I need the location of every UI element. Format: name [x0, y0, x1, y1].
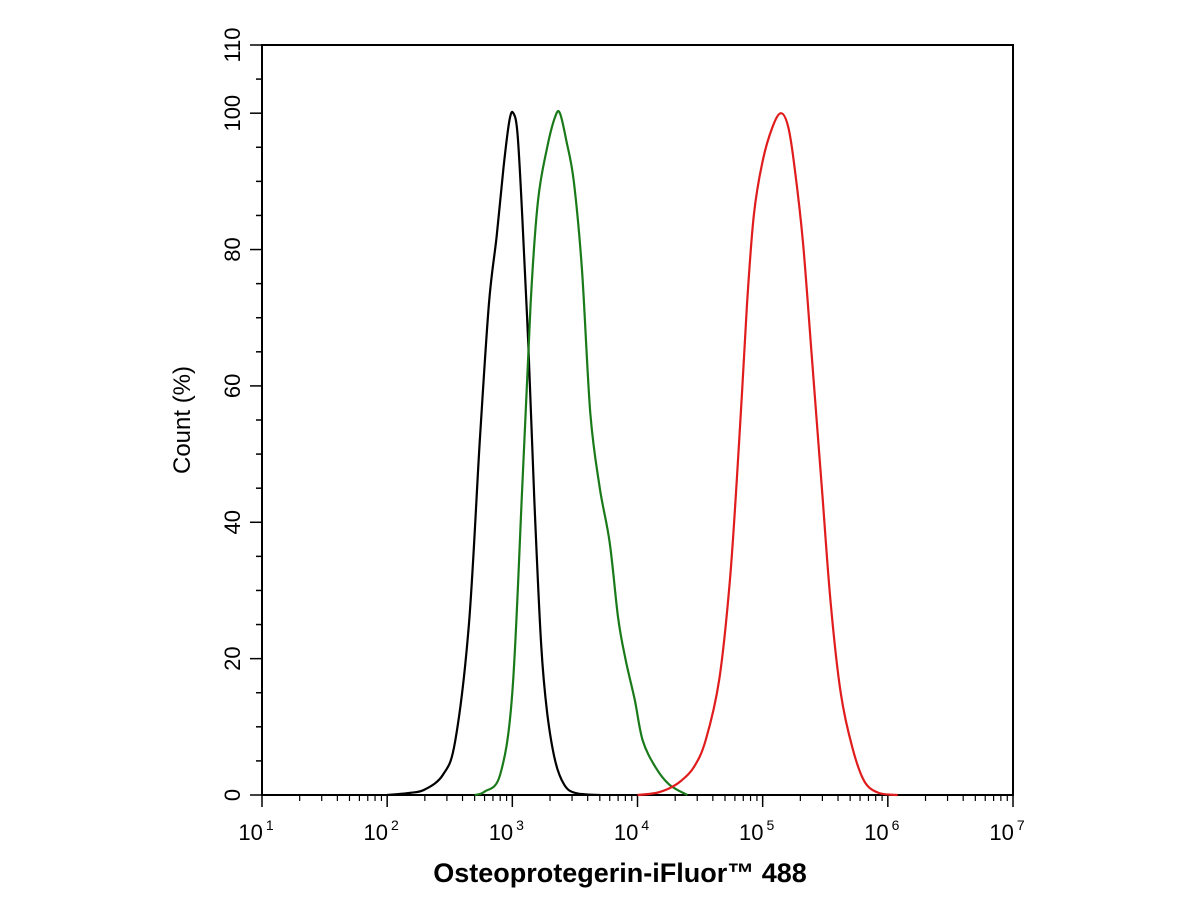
- y-tick-label: 40: [220, 510, 245, 534]
- x-axis-title: Osteoprotegerin-iFluor™ 488: [433, 858, 807, 888]
- y-tick-label: 110: [220, 27, 245, 62]
- series-layer: [387, 109, 898, 797]
- y-tick-label: 20: [220, 646, 245, 670]
- y-tick-label: 100: [220, 95, 245, 132]
- x-tick-label: 10 3: [489, 817, 524, 845]
- y-axis-title: Count (%): [169, 366, 196, 474]
- series-line-1: [387, 110, 600, 797]
- y-axis: 0 20 40 60 80 100 110: [220, 27, 262, 801]
- x-tick-label: 10 5: [739, 817, 774, 845]
- x-axis: 10 1 10 2 10 3 10 4 10 5 10 6 10 7: [238, 795, 1025, 845]
- x-tick-label: 10 1: [238, 817, 273, 845]
- y-tick-label: 0: [220, 789, 245, 801]
- y-tick-label: 60: [220, 374, 245, 398]
- x-tick-label: 10 4: [614, 817, 649, 845]
- x-tick-label: 10 7: [989, 817, 1024, 845]
- x-tick-label: 10 6: [864, 817, 899, 845]
- x-tick-label: 10 2: [364, 817, 399, 845]
- plot-frame: [261, 44, 1014, 796]
- series-line-3: [637, 112, 898, 797]
- y-tick-label: 80: [220, 237, 245, 261]
- series-line-2: [474, 109, 688, 797]
